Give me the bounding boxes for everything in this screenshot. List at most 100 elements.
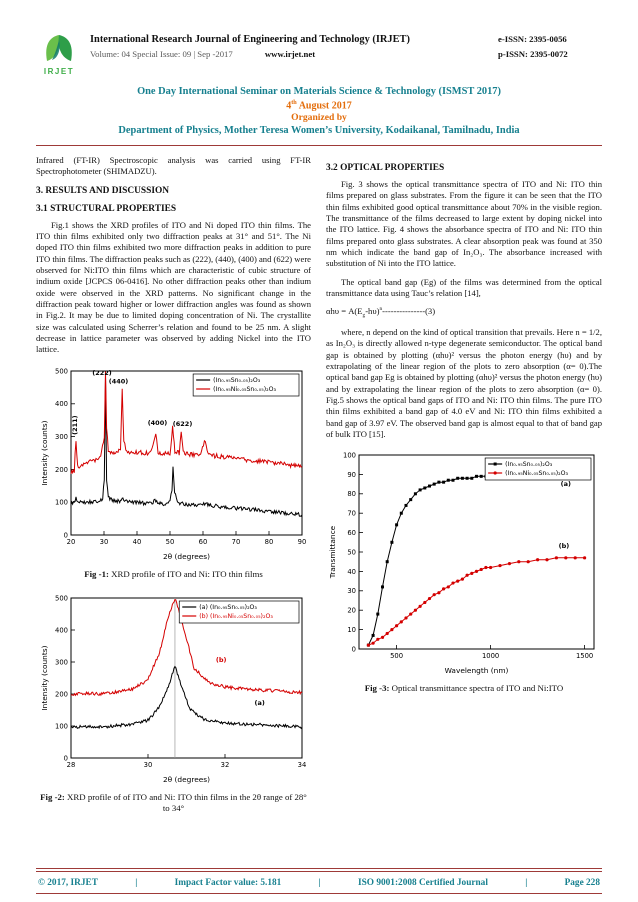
optical-paragraph-1: Fig. 3 shows the optical transmittance s… (326, 178, 602, 269)
svg-text:2θ (degrees): 2θ (degrees) (162, 775, 209, 784)
seminar-date: 4th August 2017 (286, 98, 352, 111)
svg-text:(a) (In₀.₉₅Sn₀.₀₅)₂O₃: (a) (In₀.₉₅Sn₀.₀₅)₂O₃ (199, 604, 257, 611)
svg-text:(In₀.₉₅Sn₀.₀₅)₂O₃: (In₀.₉₅Sn₀.₀₅)₂O₃ (213, 377, 261, 384)
issn-block: e-ISSN: 2395-0056 p-ISSN: 2395-0072 (498, 34, 602, 64)
svg-text:500: 500 (390, 652, 403, 660)
svg-text:Intensity (counts): Intensity (counts) (40, 420, 49, 485)
fig3-caption: Fig -3: Optical transmittance spectra of… (364, 683, 564, 694)
svg-text:30: 30 (143, 761, 152, 769)
svg-text:70: 70 (231, 538, 240, 546)
svg-text:500: 500 (55, 594, 68, 602)
svg-text:(In₀.₉₅Ni₀.₀₅Sn₀.₀₅)₂O₃: (In₀.₉₅Ni₀.₀₅Sn₀.₀₅)₂O₃ (213, 386, 276, 393)
svg-text:(a): (a) (254, 699, 264, 707)
figure-3: 500 1000 1500 0 10 20 30 40 50 60 70 80 90 100 Wavelen… (326, 447, 602, 694)
p-issn: p-ISSN: 2395-0072 (498, 49, 568, 59)
footer-iso: ISO 9001:2008 Certified Journal (358, 878, 488, 888)
svg-text:90: 90 (347, 471, 356, 479)
svg-text:2θ (degrees): 2θ (degrees) (162, 552, 209, 561)
footer-rule-1 (36, 868, 602, 869)
svg-text:60: 60 (198, 538, 207, 546)
svg-text:20: 20 (66, 538, 75, 546)
svg-text:0: 0 (63, 531, 67, 539)
svg-text:40: 40 (132, 538, 141, 546)
page-footer: © 2017, IRJET | Impact Factor value: 5.1… (36, 868, 602, 894)
tauc-equation: αhυ = A(Eg-hυ)n---------------(3) (326, 306, 436, 319)
heading-structural: 3.1 STRUCTURAL PROPERTIES (36, 203, 177, 214)
svg-text:80: 80 (264, 538, 273, 546)
footer-rule-bottom (36, 893, 602, 894)
svg-text:100: 100 (55, 498, 68, 506)
footer-impact-factor: Impact Factor value: 5.181 (174, 878, 282, 888)
svg-text:(a): (a) (561, 480, 571, 488)
svg-text:(222): (222) (92, 369, 112, 377)
svg-text:100: 100 (343, 452, 356, 460)
svg-text:500: 500 (55, 367, 68, 375)
header-middle: International Research Journal of Engine… (90, 34, 490, 59)
svg-text:(In₀.₉₅Ni₀.₀₅Sn₀.₀₅)₂O₃: (In₀.₉₅Ni₀.₀₅Sn₀.₀₅)₂O₃ (505, 471, 568, 478)
optical-paragraph-2: The optical band gap (Eg) of the films w… (326, 276, 602, 298)
svg-text:90: 90 (297, 538, 306, 546)
journal-website-link[interactable]: www.irjet.net (264, 49, 316, 59)
header-row2-spacer (315, 49, 490, 59)
fig3-transmittance-chart: 500 1000 1500 0 10 20 30 40 50 60 70 80 90 100 Wavelen… (326, 447, 602, 680)
footer-copyright: © 2017, IRJET (38, 878, 98, 888)
fig1-xrd-chart: 20 30 40 50 60 70 80 90 0 100 200 300 400 500 2θ (degr… (37, 362, 310, 565)
svg-text:Transmittance: Transmittance (328, 526, 337, 580)
svg-text:300: 300 (55, 658, 68, 666)
right-column: 3.2 OPTICAL PROPERTIES Fig. 3 shows the … (326, 155, 602, 705)
heading-optical: 3.2 OPTICAL PROPERTIES (326, 162, 445, 173)
seminar-organized-by: Organized by (291, 111, 347, 123)
intro-paragraph: Infrared (FT-IR) Spectroscopic analysis … (36, 154, 311, 177)
irjet-logo-icon (46, 35, 72, 61)
svg-text:(b) (In₀.₉₅Ni₀.₀₅Sn₀.₀₅)₂O₃: (b) (In₀.₉₅Ni₀.₀₅Sn₀.₀₅)₂O₃ (199, 613, 273, 620)
footer-separator: | (318, 878, 321, 888)
svg-text:32: 32 (220, 761, 229, 769)
svg-text:400: 400 (55, 626, 68, 634)
svg-text:30: 30 (99, 538, 108, 546)
svg-text:34: 34 (297, 761, 306, 769)
left-column: Infrared (FT-IR) Spectroscopic analysis … (36, 155, 311, 825)
fig2-caption: Fig -2: XRD profile of of ITO and Ni: IT… (40, 792, 307, 814)
svg-text:400: 400 (55, 400, 68, 408)
figure-1: 20 30 40 50 60 70 80 90 0 100 200 300 400 500 2θ (degr… (36, 362, 311, 580)
journal-title: International Research Journal of Engine… (90, 34, 410, 45)
irjet-logo: IRJET (36, 34, 82, 76)
svg-text:70: 70 (347, 510, 356, 518)
svg-text:60: 60 (347, 529, 356, 537)
svg-text:28: 28 (66, 761, 75, 769)
svg-text:(In₀.₉₅Sn₀.₀₅)₂O₃: (In₀.₉₅Sn₀.₀₅)₂O₃ (505, 462, 553, 469)
footer-row: © 2017, IRJET | Impact Factor value: 5.1… (36, 874, 602, 892)
svg-text:200: 200 (55, 465, 68, 473)
seminar-banner: One Day International Seminar on Materia… (36, 85, 602, 138)
seminar-department: Department of Physics, Mother Teresa Wom… (118, 125, 520, 137)
footer-separator: | (525, 878, 528, 888)
structural-paragraph: Fig.1 shows the XRD profiles of ITO and … (36, 219, 311, 355)
svg-text:(400): (400) (147, 419, 167, 427)
svg-text:30: 30 (347, 588, 356, 596)
svg-text:80: 80 (347, 491, 356, 499)
fig2-xrd-zoom-chart: 28 30 32 34 0 100 200 300 400 500 2θ (degrees) Inte… (37, 590, 310, 789)
optical-paragraph-3: where, n depend on the kind of optical t… (326, 327, 602, 440)
svg-text:1500: 1500 (576, 652, 593, 660)
volume-issue: Volume: 04 Special Issue: 09 | Sep -2017 (90, 49, 233, 59)
svg-text:Intensity (counts): Intensity (counts) (40, 645, 49, 710)
svg-text:40: 40 (347, 568, 356, 576)
irjet-logo-text: IRJET (43, 67, 75, 76)
svg-text:(b): (b) (215, 656, 226, 664)
fig1-caption: Fig -1: XRD profile of ITO and Ni: ITO t… (84, 568, 263, 579)
paper-body: Infrared (FT-IR) Spectroscopic analysis … (36, 155, 602, 868)
journal-header: IRJET International Research Journal of … (36, 34, 602, 76)
header-divider-rule (36, 144, 602, 146)
svg-text:(b): (b) (559, 543, 570, 551)
svg-text:1000: 1000 (482, 652, 499, 660)
svg-text:(211): (211) (70, 415, 78, 435)
svg-text:Wavelength (nm): Wavelength (nm) (445, 666, 509, 675)
svg-text:50: 50 (347, 549, 356, 557)
figure-2: 28 30 32 34 0 100 200 300 400 500 2θ (degrees) Inte… (36, 590, 311, 815)
svg-text:0: 0 (352, 646, 356, 654)
svg-text:(440): (440) (108, 377, 128, 385)
svg-text:300: 300 (55, 433, 68, 441)
svg-text:0: 0 (63, 754, 67, 762)
svg-text:(622): (622) (172, 420, 192, 428)
seminar-title: One Day International Seminar on Materia… (137, 86, 501, 97)
